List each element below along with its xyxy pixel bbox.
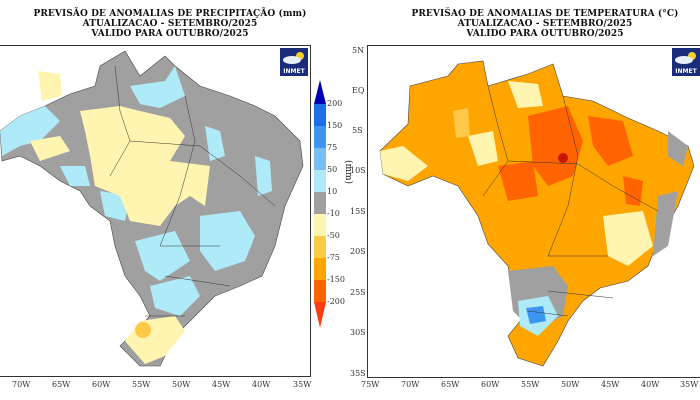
colorbar-label: -50 [327,231,340,240]
colorbar-label: 200 [327,99,343,108]
temp-x-tick: 60W [481,380,500,389]
precipitation-title-line-2: ATUALIZACAO - SETEMBRO/2025 [82,19,258,29]
precip-dry-zone-central [80,106,210,226]
temp-y-tick: 35S [350,369,366,378]
temp-y-tick: EQ [352,86,365,95]
temp-x-tick: 45W [601,380,620,389]
inmet-logo-text: INMET [675,68,697,75]
colorbar-segment [314,126,326,148]
temp-x-tick: 35W [680,380,699,389]
colorbar-label: -200 [327,297,345,306]
temp-y-tick: 20S [350,247,366,256]
temp-x-tick: 75W [361,380,380,389]
colorbar-segment [314,148,326,170]
state-borders-precip [109,65,276,317]
temp-y-tick: 25S [350,288,366,297]
precipitation-map-frame: INMET [0,45,311,377]
temp-neutral-zone-northeast-coast [668,131,688,166]
precip-wet-zone-east [255,156,272,196]
precipitation-map-title: PREVISÃO DE ANOMALIAS DE PRECIPITAÇÃO (m… [25,9,315,39]
colorbar-label: -75 [327,253,340,262]
temp-mild-zone-west [380,146,428,181]
temp-x-tick: 40W [641,380,660,389]
precipitation-title-line-3: VALIDO PARA OUTUBRO/2025 [91,29,249,39]
temp-hot-zone-west-center [498,161,538,201]
precipitation-anomaly-map [0,50,304,367]
temperature-title-line-2: ATUALIZACAO - SETEMBRO/2025 [457,19,633,29]
state-borders-temp [482,85,659,317]
precip-x-tick: 60W [92,380,111,389]
temp-x-tick: 65W [441,380,460,389]
precip-x-tick: 40W [252,380,271,389]
temp-neutral-zone-east-coast [653,191,678,256]
precip-wet-zone-south-coast [150,276,200,316]
precip-dry-zone-west [30,136,70,161]
temp-hot-zone-northeast [588,116,633,166]
precip-x-tick: 45W [212,380,231,389]
cloud-sun-icon [283,52,304,64]
temp-mild-zone-center [468,131,498,166]
colorbar-label: 10 [327,187,338,196]
temp-extreme-spot [558,153,568,163]
precip-x-tick: 35W [293,380,312,389]
temp-x-tick: 55W [521,380,540,389]
colorbar-segment [314,104,326,126]
colorbar-arrow-top [314,80,326,104]
colorbar-label: -10 [327,209,340,218]
precip-x-tick: 65W [52,380,71,389]
temp-y-tick: 5S [352,126,363,135]
temperature-anomaly-map [379,60,695,367]
colorbar-label: 75 [327,143,338,152]
inmet-logo-precip: INMET [280,48,308,76]
temp-y-tick: 15S [350,207,366,216]
colorbar-arrow-bottom [314,302,326,328]
colorbar-segment [314,192,326,214]
precipitation-title-line-1: PREVISÃO DE ANOMALIAS DE PRECIPITAÇÃO (m… [33,9,307,19]
temp-x-tick: 50W [561,380,580,389]
colorbar-segment [314,170,326,192]
precip-x-tick: 70W [12,380,31,389]
precip-wet-zone-northeast [205,126,225,161]
precip-wet-zone-northwest [0,106,60,156]
colorbar-segment [314,280,326,302]
colorbar-segment [314,258,326,280]
precip-wet-zone-west [60,166,90,186]
colorbar-segment [314,236,326,258]
precip-dry-zone-northwest [38,71,62,101]
temp-cold-zone-south [526,306,546,324]
temp-hot-zone-center [528,106,583,186]
temp-mild-zone-north [508,81,543,108]
temp-mild-zone-southeast [603,211,653,266]
temp-y-tick: 10S [350,166,366,175]
temperature-title-line-1: PREVIŠAO DE ANOMALIAS DE TEMPERATURA (°C… [411,9,679,19]
temp-hot-zone-east [623,176,643,206]
temp-y-tick: 30S [350,328,366,337]
temperature-title-line-3: VALIDO PARA OUTUBRO/2025 [466,29,624,39]
precip-x-tick: 55W [132,380,151,389]
temp-y-tick: 5N [352,46,365,55]
precip-wet-zone-north [130,66,185,108]
inmet-logo-temp: INMET [672,48,700,76]
colorbar-label: -150 [327,275,345,284]
precip-x-tick: 50W [172,380,191,389]
precip-wet-zone-southeast [200,211,255,271]
temp-x-tick: 70W [401,380,420,389]
inmet-logo-text: INMET [283,68,305,75]
temperature-map-title: PREVIŠAO DE ANOMALIAS DE TEMPERATURA (°C… [400,9,690,39]
precip-very-dry-spot-south [135,322,151,338]
precipitation-colorbar [314,80,326,328]
temperature-map-frame: INMET [367,45,700,378]
colorbar-label: 50 [327,165,338,174]
precip-wet-zone-south [135,231,190,281]
temp-hot-zone-west [453,108,470,138]
colorbar-label: 150 [327,121,343,130]
colorbar-segment [314,214,326,236]
cloud-sun-icon [675,52,696,64]
